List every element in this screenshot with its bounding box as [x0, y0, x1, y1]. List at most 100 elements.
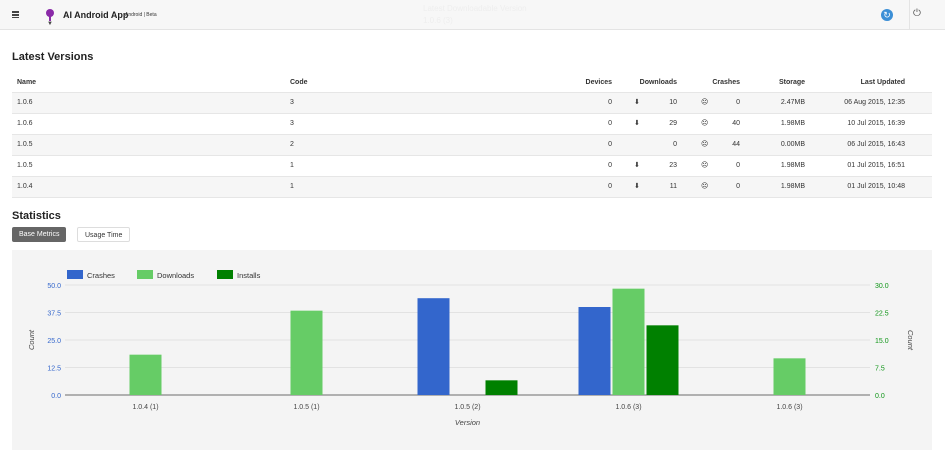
- app-tag: Android | Beta: [125, 12, 157, 18]
- x-tick-label: 1.0.5 (1): [293, 404, 319, 411]
- table-row[interactable]: 1.0.4 1 0 11 0 1.98MB 01 Jul 2015, 10:48 ⬇ ☹: [12, 177, 932, 198]
- divider: [909, 0, 910, 30]
- refresh-icon[interactable]: ↻: [881, 9, 893, 21]
- cell-storage: 0.00MB: [780, 141, 805, 148]
- cell-name: 1.0.4: [17, 183, 33, 190]
- top-bar: ▼ AI Android App Android | Beta Latest D…: [0, 0, 945, 30]
- table-row[interactable]: 1.0.5 2 0 0 44 0.00MB 06 Jul 2015, 16:43 ☹: [12, 135, 932, 156]
- app-dropdown-icon[interactable]: ▼: [47, 21, 53, 27]
- cell-downloads: 10: [669, 99, 677, 106]
- right-tick-label: 0.0: [875, 393, 885, 400]
- tab-base-metrics[interactable]: Base Metrics: [12, 227, 67, 242]
- legend-swatch: [67, 270, 83, 279]
- cell-updated: 06 Jul 2015, 16:43: [847, 141, 905, 148]
- right-tick-label: 7.5: [875, 366, 885, 373]
- latest-version-label: Latest Downloadable Version: [423, 4, 527, 13]
- legend-label: Downloads: [157, 271, 194, 280]
- cell-devices: 0: [608, 120, 612, 127]
- download-icon: ⬇: [634, 120, 640, 127]
- right-tick-label: 30.0: [875, 283, 889, 290]
- column-header: Name: [17, 79, 37, 86]
- bar-crashes: [578, 307, 611, 395]
- x-tick-label: 1.0.4 (1): [132, 404, 158, 411]
- legend-swatch: [137, 270, 153, 279]
- cell-updated: 06 Aug 2015, 12:35: [844, 99, 905, 106]
- statistics-chart: 0.0 0.0 12.5 7.5 25.0 15.0 37.5 22.5 50.0 30.0 1.0…: [12, 250, 932, 450]
- left-tick-label: 0.0: [51, 393, 61, 400]
- crash-icon: ☹: [701, 183, 709, 190]
- x-tick-label: 1.0.6 (3): [776, 404, 802, 411]
- download-icon: ⬇: [634, 183, 640, 190]
- cell-downloads: 11: [669, 183, 677, 190]
- latest-version-value: 1.0.6 (3): [423, 16, 453, 25]
- cell-downloads: 23: [669, 162, 677, 169]
- latest-versions-title: Latest Versions: [12, 51, 94, 63]
- bar-downloads: [290, 310, 323, 395]
- cell-devices: 0: [608, 183, 612, 190]
- left-tick-label: 37.5: [47, 311, 61, 318]
- table-header: Name Code Devices Downloads Crashes Storage La…: [12, 73, 932, 93]
- cell-updated: 10 Jul 2015, 16:39: [847, 120, 905, 127]
- menu-icon[interactable]: [12, 11, 19, 18]
- app-logo-icon: [46, 9, 54, 21]
- x-tick-label: 1.0.5 (2): [454, 404, 480, 411]
- cell-name: 1.0.6: [17, 120, 33, 127]
- x-tick-label: 1.0.6 (3): [615, 404, 641, 411]
- column-header: Code: [290, 79, 308, 86]
- column-header: Last Updated: [860, 79, 905, 86]
- app-name[interactable]: AI Android App: [63, 10, 129, 20]
- cell-code: 3: [290, 120, 294, 127]
- x-axis-label: Version: [455, 418, 480, 427]
- cell-devices: 0: [608, 162, 612, 169]
- bar-downloads: [773, 358, 806, 395]
- bar-downloads: [612, 288, 645, 395]
- bar-installs: [646, 325, 679, 395]
- bar-installs: [485, 380, 518, 395]
- cell-storage: 1.98MB: [780, 162, 805, 169]
- cell-crashes: 40: [732, 120, 740, 127]
- cell-updated: 01 Jul 2015, 10:48: [847, 183, 905, 190]
- tab-usage-time[interactable]: Usage Time: [77, 227, 131, 242]
- table-row[interactable]: 1.0.5 1 0 23 0 1.98MB 01 Jul 2015, 16:51 ⬇ ☹: [12, 156, 932, 177]
- versions-table: Name Code Devices Downloads Crashes Storage La…: [12, 73, 932, 198]
- legend-label: Installs: [237, 271, 261, 280]
- right-axis-label: Count: [906, 330, 915, 351]
- table-row[interactable]: 1.0.6 3 0 10 0 2.47MB 06 Aug 2015, 12:35 ⬇ ☹: [12, 93, 932, 114]
- power-icon[interactable]: ⏻: [913, 8, 921, 19]
- cell-updated: 01 Jul 2015, 16:51: [847, 162, 905, 169]
- cell-crashes: 44: [732, 141, 740, 148]
- right-tick-label: 22.5: [875, 311, 889, 318]
- cell-devices: 0: [608, 141, 612, 148]
- right-tick-label: 15.0: [875, 338, 889, 345]
- table-row[interactable]: 1.0.6 3 0 29 40 1.98MB 10 Jul 2015, 16:39 ⬇ ☹: [12, 114, 932, 135]
- crash-icon: ☹: [701, 99, 709, 106]
- column-header: Storage: [778, 79, 805, 86]
- cell-devices: 0: [608, 99, 612, 106]
- bar-crashes: [417, 298, 450, 395]
- cell-code: 1: [290, 162, 294, 169]
- bar-downloads: [129, 354, 162, 395]
- crash-icon: ☹: [701, 162, 709, 169]
- crash-icon: ☹: [701, 120, 709, 127]
- column-header: Crashes: [712, 79, 740, 86]
- left-tick-label: 12.5: [47, 366, 61, 373]
- cell-code: 2: [290, 141, 294, 148]
- cell-downloads: 0: [673, 141, 677, 148]
- cell-crashes: 0: [736, 183, 740, 190]
- left-axis-label: Count: [27, 329, 36, 350]
- cell-code: 1: [290, 183, 294, 190]
- left-tick-label: 50.0: [47, 283, 61, 290]
- legend-swatch: [217, 270, 233, 279]
- statistics-title: Statistics: [12, 210, 61, 222]
- cell-crashes: 0: [736, 99, 740, 106]
- cell-crashes: 0: [736, 162, 740, 169]
- cell-name: 1.0.5: [17, 141, 33, 148]
- chart-svg: 0.0 0.0 12.5 7.5 25.0 15.0 37.5 22.5 50.0 30.0 1.0…: [27, 270, 915, 427]
- cell-code: 3: [290, 99, 294, 106]
- cell-storage: 1.98MB: [780, 120, 805, 127]
- cell-name: 1.0.6: [17, 99, 33, 106]
- download-icon: ⬇: [634, 162, 640, 169]
- cell-storage: 1.98MB: [780, 183, 805, 190]
- column-header: Devices: [585, 79, 612, 86]
- cell-storage: 2.47MB: [780, 99, 805, 106]
